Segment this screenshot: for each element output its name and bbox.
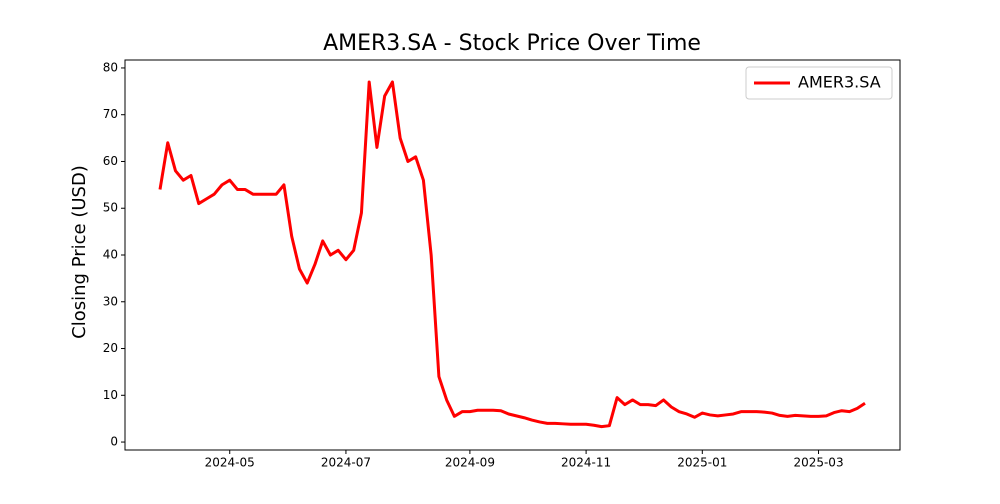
chart-title: AMER3.SA - Stock Price Over Time — [323, 31, 701, 56]
x-tick-label: 2024-11 — [561, 456, 611, 470]
y-tick-label: 0 — [110, 435, 118, 449]
line-series — [158, 80, 866, 429]
x-tick-label: 2025-03 — [793, 456, 843, 470]
y-axis-label: Closing Price (USD) — [69, 165, 90, 339]
y-tick-label: 60 — [103, 154, 118, 168]
x-tick-label: 2024-05 — [205, 456, 255, 470]
y-tick-label: 50 — [103, 201, 118, 215]
y-tick-label: 70 — [103, 107, 118, 121]
y-tick-label: 40 — [103, 248, 118, 262]
y-tick-label: 10 — [103, 388, 118, 402]
y-tick-label: 20 — [103, 341, 118, 355]
x-tick-label: 2025-01 — [677, 456, 727, 470]
y-tick-label: 80 — [103, 60, 118, 74]
y-tick-label: 30 — [103, 294, 118, 308]
plot-frame — [124, 59, 901, 451]
legend-box — [745, 66, 893, 100]
legend-label: AMER3.SA — [798, 73, 881, 92]
x-tick-label: 2024-09 — [445, 456, 495, 470]
x-tick-label: 2024-07 — [321, 456, 371, 470]
